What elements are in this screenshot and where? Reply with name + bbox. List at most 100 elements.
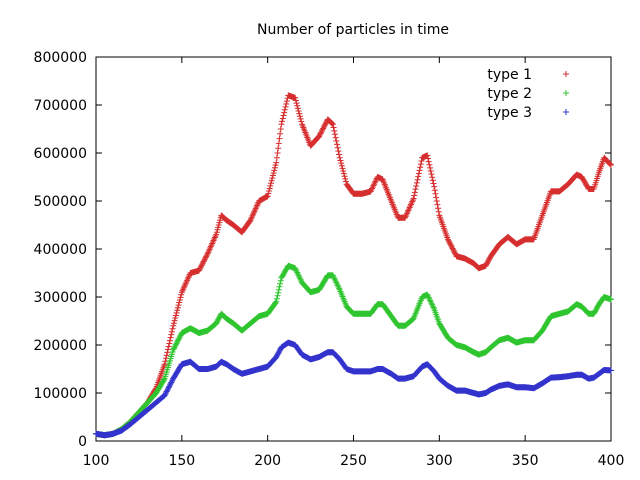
data-point xyxy=(427,168,434,174)
data-point xyxy=(607,161,614,168)
data-point xyxy=(445,237,452,244)
data-point xyxy=(277,126,284,132)
y-tick-label: 800000 xyxy=(34,50,87,66)
data-point xyxy=(318,128,325,135)
data-point xyxy=(318,129,325,136)
data-point xyxy=(206,246,213,253)
data-point xyxy=(176,333,183,340)
data-point xyxy=(273,298,280,305)
data-point xyxy=(184,277,191,284)
data-point xyxy=(174,337,181,344)
data-point xyxy=(174,339,181,346)
data-point xyxy=(281,106,288,113)
data-point xyxy=(162,391,169,398)
data-point xyxy=(164,349,171,356)
data-point xyxy=(446,238,453,245)
data-point xyxy=(411,192,418,199)
data-point xyxy=(450,246,457,253)
data-point xyxy=(369,185,376,192)
data-point xyxy=(293,100,300,107)
data-point xyxy=(417,164,424,171)
data-point xyxy=(321,122,328,129)
data-point xyxy=(319,126,326,133)
data-point xyxy=(407,202,414,209)
data-point xyxy=(414,176,421,183)
data-point xyxy=(425,293,432,300)
data-point xyxy=(294,270,301,277)
y-tick-label: 200000 xyxy=(34,338,87,354)
legend-label: type 3 xyxy=(487,105,532,121)
data-point xyxy=(336,285,343,292)
data-point xyxy=(168,331,175,338)
data-point xyxy=(340,168,347,174)
data-point xyxy=(426,161,433,168)
data-point xyxy=(332,134,339,141)
data-point xyxy=(429,174,436,181)
data-point xyxy=(333,279,340,286)
data-point xyxy=(372,178,379,185)
data-point xyxy=(451,249,458,256)
data-point xyxy=(172,315,179,322)
series-3 xyxy=(93,339,614,439)
data-point xyxy=(168,378,175,385)
data-point xyxy=(170,322,177,329)
data-point xyxy=(162,389,169,396)
data-point xyxy=(448,242,455,249)
legend: type 1 type 2 type 3 xyxy=(487,67,569,121)
data-point xyxy=(332,278,339,285)
y-tick-label: 0 xyxy=(78,434,87,450)
data-point xyxy=(408,200,415,207)
data-point xyxy=(248,214,255,221)
data-point xyxy=(446,240,453,247)
data-point xyxy=(295,272,302,279)
data-point xyxy=(180,284,187,291)
data-point xyxy=(176,299,183,306)
data-point xyxy=(292,94,299,101)
data-point xyxy=(177,294,184,301)
data-point xyxy=(425,294,432,301)
data-point xyxy=(264,193,271,200)
data-point xyxy=(338,162,345,169)
data-point xyxy=(608,367,614,374)
data-point xyxy=(405,207,412,214)
data-point xyxy=(252,205,259,212)
data-point xyxy=(429,303,436,310)
data-point xyxy=(274,292,281,299)
data-point xyxy=(249,212,256,219)
data-point xyxy=(275,140,282,147)
data-point xyxy=(268,177,275,184)
y-axis: 0 100000 200000 300000 400000 500000 600000 700… xyxy=(34,50,611,450)
data-point xyxy=(367,188,374,195)
data-point xyxy=(271,167,278,174)
data-point xyxy=(273,295,280,302)
data-point xyxy=(329,121,336,128)
data-point xyxy=(171,317,178,324)
data-point xyxy=(161,392,168,399)
data-point xyxy=(269,175,276,182)
data-point xyxy=(197,263,204,270)
data-point xyxy=(169,325,176,332)
data-point xyxy=(297,115,304,122)
data-point xyxy=(329,272,336,279)
data-point xyxy=(279,115,286,122)
data-point xyxy=(167,334,174,341)
data-point xyxy=(164,346,171,353)
plot-area xyxy=(93,92,614,439)
data-point xyxy=(447,241,454,248)
y-tick-label: 400000 xyxy=(34,242,87,258)
data-point xyxy=(185,274,192,281)
legend-label: type 1 xyxy=(487,67,532,83)
data-point xyxy=(247,217,254,224)
data-point xyxy=(433,198,440,204)
data-point xyxy=(402,214,408,221)
data-point xyxy=(170,320,177,327)
legend-marker xyxy=(563,90,569,96)
data-point xyxy=(294,105,301,112)
data-point xyxy=(418,157,425,164)
data-point xyxy=(417,161,424,168)
data-point xyxy=(371,181,378,188)
data-point xyxy=(342,175,349,182)
data-point xyxy=(294,102,301,109)
data-point xyxy=(369,184,376,191)
data-point xyxy=(279,118,286,125)
